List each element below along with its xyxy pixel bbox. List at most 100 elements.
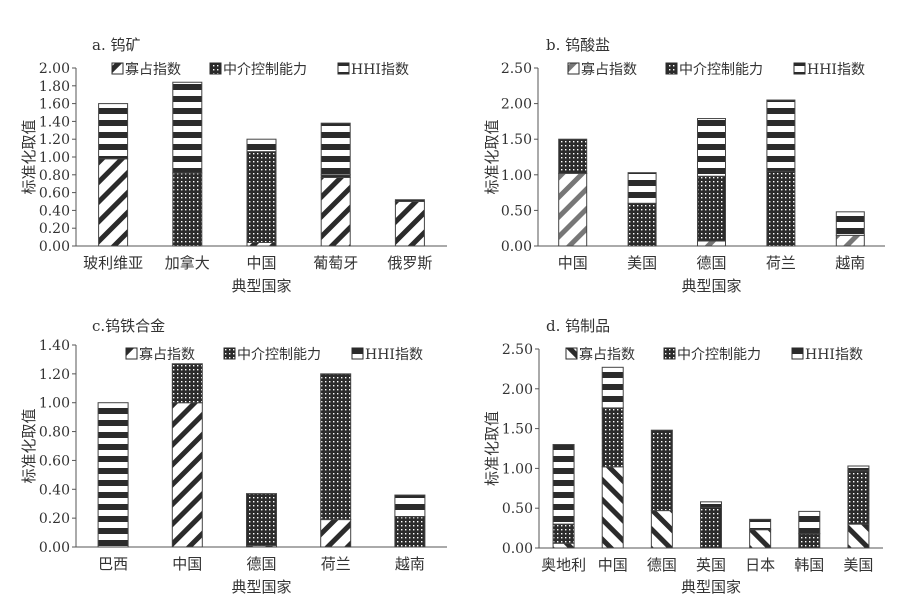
legend-label: HHI指数	[807, 62, 865, 78]
bar-segment-hhi	[394, 494, 426, 518]
bar-segment-hhi	[601, 366, 624, 409]
x-tick-label: 加拿大	[165, 254, 210, 272]
y-tick-label: 0.40	[39, 203, 70, 219]
bar-segment-brokerage	[700, 506, 722, 549]
bar-segment-oligopoly	[601, 466, 624, 549]
bar-segment-oligopoly	[246, 241, 277, 247]
legend-swatch	[663, 347, 676, 360]
bar-segment-oligopoly	[650, 510, 673, 549]
bar-segment-brokerage	[798, 533, 821, 549]
x-tick-label: 中国	[246, 254, 276, 272]
x-tick-label: 俄罗斯	[387, 254, 432, 272]
bar-segment-brokerage	[172, 172, 203, 247]
y-tick-label: 2.50	[502, 342, 533, 358]
legend-swatch	[567, 62, 580, 75]
bar-segment-hhi	[835, 211, 865, 236]
chart-title: b. 钨酸盐	[546, 36, 610, 54]
bar-segment-oligopoly	[552, 542, 575, 549]
y-tick-label: 0.00	[502, 541, 533, 557]
bar-segment-hhi	[749, 518, 772, 531]
legend-label: HHI指数	[365, 347, 423, 363]
x-tick-label: 荷兰	[766, 254, 796, 272]
x-axis-label: 典型国家	[231, 277, 291, 295]
y-tick-label: 0.80	[39, 168, 70, 184]
bar-segment-brokerage	[601, 407, 624, 468]
bar-segment-oligopoly	[847, 523, 870, 549]
bar-segment-hhi	[627, 172, 657, 204]
y-tick-label: 0.20	[39, 511, 70, 527]
bar-segment-oligopoly	[394, 201, 425, 247]
bar-segment-hhi	[766, 99, 796, 172]
x-tick-label: 玻利维亚	[83, 254, 143, 272]
x-axis-label: 典型国家	[681, 578, 741, 596]
bar-segment-brokerage	[627, 202, 657, 247]
bar-segment-hhi	[847, 465, 870, 472]
y-tick-label: 1.80	[39, 79, 70, 95]
y-tick-label: 1.40	[39, 114, 70, 130]
x-tick-label: 越南	[395, 555, 425, 573]
bar-segment-brokerage	[394, 516, 426, 548]
x-tick-label: 越南	[835, 254, 865, 272]
legend-swatch	[565, 347, 578, 360]
legend-label: 中介控制能力	[237, 347, 321, 363]
y-tick-label: 1.50	[502, 422, 533, 438]
x-axis-label: 典型国家	[681, 277, 741, 295]
bar-segment-brokerage	[558, 138, 588, 174]
y-tick-label: 2.50	[501, 61, 532, 77]
legend-swatch	[665, 62, 678, 75]
y-tick-label: 1.00	[501, 168, 532, 184]
x-tick-label: 英国	[696, 556, 726, 574]
chart-c: c.钨铁合金 0.00 0.20 0.40 0.60 0.80 1.00 1.20 1.40 标准…	[20, 317, 447, 596]
y-tick-label: 0.50	[501, 203, 532, 219]
x-tick-label: 德国	[696, 254, 726, 272]
x-tick-label: 荷兰	[321, 555, 351, 573]
y-tick-label: 0.00	[39, 239, 70, 255]
bar-segment-brokerage	[847, 470, 870, 525]
y-tick-label: 1.00	[39, 396, 70, 412]
x-tick-label: 美国	[843, 556, 873, 574]
y-tick-label: 1.20	[39, 132, 70, 148]
legend-swatch	[111, 62, 124, 75]
x-tick-label: 德国	[647, 556, 677, 574]
bar-segment-oligopoly	[171, 402, 203, 548]
bar-segment-brokerage	[650, 429, 673, 512]
x-tick-label: 德国	[246, 555, 276, 573]
chart-title: c.钨铁合金	[92, 317, 165, 335]
legend-label: 寡占指数	[579, 346, 635, 363]
bar-segment-oligopoly	[558, 172, 588, 247]
x-tick-label: 中国	[558, 254, 588, 272]
x-tick-label: 中国	[172, 555, 202, 573]
chart-a: a. 钨矿 0.00 0.20 0.400.60 0.80 1.00 1.20 1.401.6…	[20, 36, 447, 295]
x-tick-label: 中国	[598, 556, 628, 574]
bar-segment-hhi	[798, 510, 821, 535]
legend-label: HHI指数	[351, 62, 409, 78]
bar-segment-oligopoly	[320, 519, 352, 548]
y-tick-label: 1.40	[39, 338, 70, 354]
x-tick-label: 葡萄牙	[313, 254, 358, 272]
y-tick-label: 1.60	[39, 97, 70, 113]
bar-segment-brokerage	[552, 523, 575, 544]
y-tick-label: 0.00	[39, 540, 70, 556]
legend-swatch	[793, 62, 806, 75]
y-tick-label: 0.80	[39, 425, 70, 441]
y-axis-label: 标准化取值	[20, 408, 38, 483]
bar-segment-hhi	[246, 138, 277, 153]
chart-title: d. 钨制品	[546, 317, 610, 335]
y-axis-label: 标准化取值	[483, 119, 501, 194]
bar-segment-oligopoly	[98, 158, 129, 247]
legend-swatch	[125, 347, 138, 360]
bar-segment-brokerage	[171, 363, 203, 404]
y-tick-label: 0.00	[501, 239, 532, 255]
legend-label: 中介控制能力	[677, 347, 761, 363]
legend-swatch	[351, 347, 364, 360]
y-tick-label: 0.60	[39, 186, 70, 202]
legend-swatch	[223, 347, 236, 360]
y-tick-label: 1.00	[502, 461, 533, 477]
y-axis-label: 标准化取值	[20, 119, 38, 194]
bar-segment-hhi	[552, 444, 575, 525]
legend-label: 寡占指数	[581, 61, 637, 78]
y-tick-label: 0.40	[39, 482, 70, 498]
bar-segment-hhi	[172, 81, 203, 174]
